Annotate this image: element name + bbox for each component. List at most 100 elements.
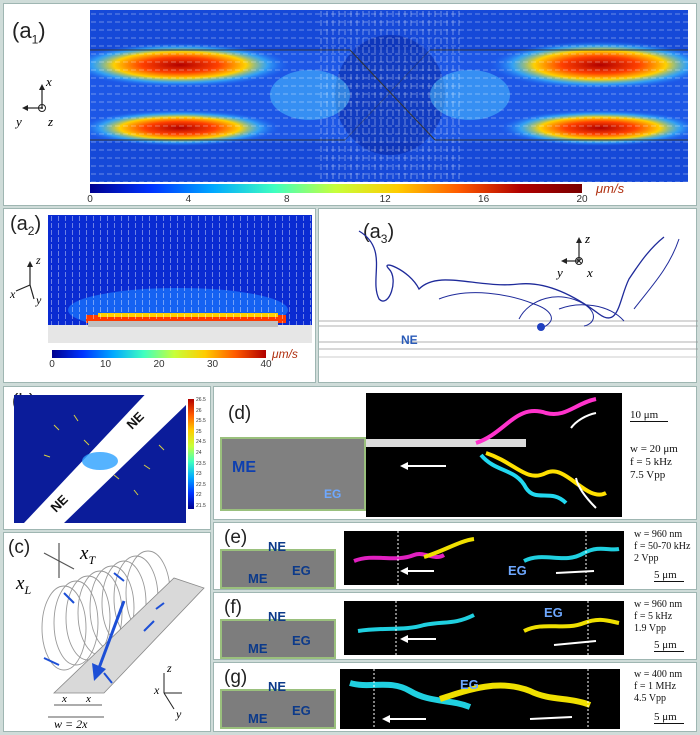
tick-label: 40 bbox=[260, 359, 272, 370]
tick-label: 30 bbox=[206, 359, 219, 370]
meta-f: w = 960 nm f = 5 kHz 1.9 Vpp bbox=[634, 599, 683, 634]
axis-x-label: x bbox=[46, 74, 52, 89]
eg-label-f: EG bbox=[544, 605, 563, 620]
scale-bar-d: 10 μm bbox=[630, 409, 668, 423]
tick-label: 22 bbox=[196, 492, 202, 499]
panel-d: (d) ME EG 10 μm w = 20 μm f = 5 kHz 7.5 Vp… bbox=[213, 386, 697, 520]
tick-label: 20 bbox=[576, 194, 588, 205]
panel-g: (g) NE ME EG EG w = 400 nm f = 1 MHz 4.5 V… bbox=[213, 662, 697, 732]
panel-g-label: (g) bbox=[224, 667, 248, 688]
axis-z-label: z bbox=[48, 114, 54, 129]
microscopy-f bbox=[344, 601, 624, 655]
axis-triad-a3 bbox=[561, 237, 583, 265]
tick-label: 0 bbox=[87, 194, 93, 205]
axis-triad-a1 bbox=[22, 84, 46, 112]
panel-a1: (a1) x y z bbox=[3, 3, 697, 206]
scale-bar-g: 5 μm bbox=[654, 711, 684, 725]
helix-sketch bbox=[41, 543, 205, 718]
unit-a1: μm/s bbox=[596, 181, 625, 196]
tick-label: 26 bbox=[196, 407, 202, 414]
panel-b: (b) NE NE 26.5 26 25.5 25 24.5 24 23.5 2… bbox=[3, 386, 211, 530]
panel-a1-label: (a1) bbox=[12, 18, 46, 47]
eg-small-label-g: EG bbox=[292, 703, 311, 718]
colorbar-a2 bbox=[52, 350, 266, 358]
tick-label: 20 bbox=[153, 359, 165, 370]
tick-label: 21.5 bbox=[196, 502, 206, 509]
ne-label-a3: NE bbox=[401, 333, 418, 347]
meta-d: w = 20 μm f = 5 kHz 7.5 Vpp bbox=[630, 443, 678, 481]
axis-triad-a2 bbox=[15, 261, 35, 300]
panel-c-label: (c) bbox=[8, 537, 31, 558]
panel-e-label: (e) bbox=[224, 527, 248, 548]
velocity-field-a1 bbox=[90, 10, 688, 182]
tick-label: 24 bbox=[196, 449, 202, 456]
axis-x-label: x bbox=[154, 683, 160, 697]
microscopy-e bbox=[344, 531, 624, 585]
tick-label: 23.5 bbox=[196, 460, 206, 467]
xt-label: xT bbox=[80, 543, 96, 567]
axis-z-label: z bbox=[167, 661, 172, 675]
tick-label: 25 bbox=[196, 428, 202, 435]
tick-label: 24.5 bbox=[196, 439, 206, 446]
tick-label: 12 bbox=[379, 194, 391, 205]
dim-x-left: x bbox=[62, 693, 67, 705]
ne-label-g: NE bbox=[268, 679, 287, 694]
trajectory-a3 bbox=[319, 230, 698, 358]
axis-x-label: x bbox=[10, 287, 16, 301]
me-label-e: ME bbox=[248, 571, 268, 586]
panel-f-label: (f) bbox=[224, 597, 242, 618]
scale-bar-f: 5 μm bbox=[654, 639, 684, 653]
eg-label-e: EG bbox=[508, 563, 527, 578]
me-label-g: ME bbox=[248, 711, 268, 726]
me-image-e bbox=[220, 549, 336, 589]
tick-label: 23 bbox=[196, 471, 202, 478]
colorbar-a1 bbox=[90, 184, 582, 193]
panel-f: (f) NE ME EG EG w = 960 nm f = 5 kHz 1.9 V… bbox=[213, 592, 697, 660]
eg-label-d: EG bbox=[324, 487, 342, 501]
panel-a2: (a2) z x y 0 10 20 30 40 μm/s bbox=[3, 208, 316, 383]
me-image-g bbox=[220, 689, 336, 729]
colorbar-a1-ticks: 0 4 8 12 16 20 bbox=[87, 194, 587, 206]
me-image-f bbox=[220, 619, 336, 659]
eg-label-g: EG bbox=[460, 677, 479, 692]
panel-c: (c) xT xL x x w bbox=[3, 532, 211, 732]
me-image-d bbox=[220, 437, 366, 511]
tick-label: 8 bbox=[284, 194, 290, 205]
me-label-f: ME bbox=[248, 641, 268, 656]
eg-small-label-e: EG bbox=[292, 563, 311, 578]
tick-label: 16 bbox=[478, 194, 490, 205]
panel-e: (e) NE ME EG EG w = 960 nm f = 50-70 kHz 2… bbox=[213, 522, 697, 590]
panel-a2-label: (a2) bbox=[10, 213, 42, 238]
microscopy-g bbox=[340, 669, 620, 729]
meta-g: w = 400 nm f = 1 MHz 4.5 Vpp bbox=[634, 669, 683, 704]
panel-d-label: (d) bbox=[228, 403, 252, 424]
axis-z-label: z bbox=[585, 231, 591, 246]
tick-label: 26.5 bbox=[196, 397, 206, 403]
axis-y-label: y bbox=[36, 293, 42, 307]
tick-label: 22.5 bbox=[196, 481, 206, 488]
eg-small-label-f: EG bbox=[292, 633, 311, 648]
axis-y-label: y bbox=[557, 265, 563, 280]
unit-a2: μm/s bbox=[272, 347, 298, 361]
width-equation: w = 2x bbox=[54, 717, 88, 731]
field-b: NE NE bbox=[14, 395, 186, 523]
panel-a3: (a3) z y x NE bbox=[318, 208, 698, 383]
tick-label: 0 bbox=[49, 359, 55, 370]
axis-y-label: y bbox=[16, 114, 22, 129]
xl-label: xL bbox=[16, 573, 32, 597]
ne-label-e: NE bbox=[268, 539, 287, 554]
tick-label: 10 bbox=[99, 359, 112, 370]
tick-label: 4 bbox=[185, 194, 192, 205]
ne-label-f: NE bbox=[268, 609, 287, 624]
colorbar-b-ticks: 26.5 26 25.5 25 24.5 24 23.5 23 22.5 22 … bbox=[196, 395, 212, 513]
colorbar-b bbox=[188, 399, 194, 509]
tick-label: 25.5 bbox=[196, 418, 206, 425]
velocity-field-a2 bbox=[48, 215, 312, 343]
dim-x-right: x bbox=[86, 693, 91, 705]
meta-e: w = 960 nm f = 50-70 kHz 2 Vpp bbox=[634, 529, 691, 564]
axis-z-label: z bbox=[36, 253, 41, 267]
colorbar-a2-ticks: 0 10 20 30 40 bbox=[49, 359, 271, 371]
scale-bar-e: 5 μm bbox=[654, 569, 684, 583]
me-label-d: ME bbox=[232, 459, 256, 476]
microscopy-d bbox=[366, 393, 622, 517]
